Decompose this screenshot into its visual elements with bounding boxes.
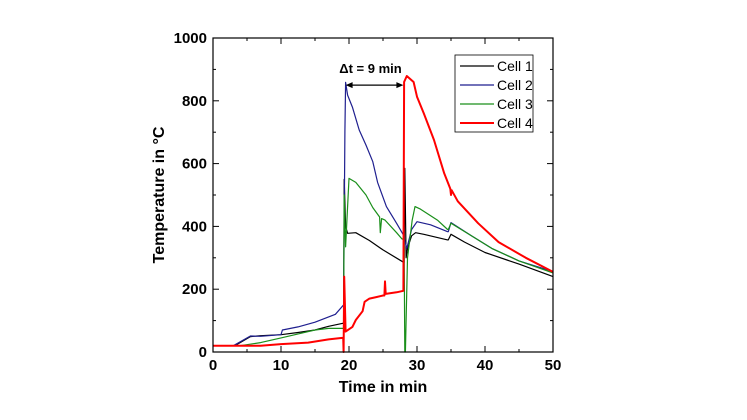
ticks-layer: 0 10 20 30 40 50 0 200 400 600 800 1000 [174, 30, 562, 374]
legend: Cell 1 Cell 2 Cell 3 Cell 4 [454, 54, 534, 133]
x-tick-label: 0 [209, 357, 217, 374]
arrowhead-left [345, 82, 353, 89]
y-tick-label: 400 [182, 218, 207, 235]
delta-t-label: Δt = 9 min [339, 61, 402, 76]
arrowhead-right [396, 82, 404, 89]
x-tick-label: 50 [545, 357, 562, 374]
y-tick-label: 600 [182, 156, 207, 173]
delta-t-annotation: Δt = 9 min [339, 61, 404, 89]
x-tick-label: 40 [477, 357, 494, 374]
legend-label: Cell 2 [497, 77, 533, 93]
y-tick-label: 0 [199, 344, 207, 361]
y-tick-label: 200 [182, 281, 207, 298]
y-tick-label: 1000 [174, 30, 207, 47]
x-tick-label: 10 [273, 357, 290, 374]
x-tick-label: 30 [409, 357, 426, 374]
series-line-cell-2 [213, 81, 554, 347]
legend-label: Cell 4 [497, 115, 533, 131]
legend-label: Cell 1 [497, 58, 533, 74]
legend-label: Cell 3 [497, 96, 533, 112]
y-tick-label: 800 [182, 93, 207, 110]
x-tick-label: 20 [341, 357, 358, 374]
series-line-cell-4 [213, 75, 554, 353]
series-layer [213, 75, 554, 353]
series-line-cell-1 [213, 167, 554, 347]
x-axis-label: Time in min [339, 379, 428, 396]
y-axis-label: Temperature in °C [151, 126, 168, 263]
legend-box [454, 54, 534, 133]
series-line-cell-3 [213, 177, 554, 353]
